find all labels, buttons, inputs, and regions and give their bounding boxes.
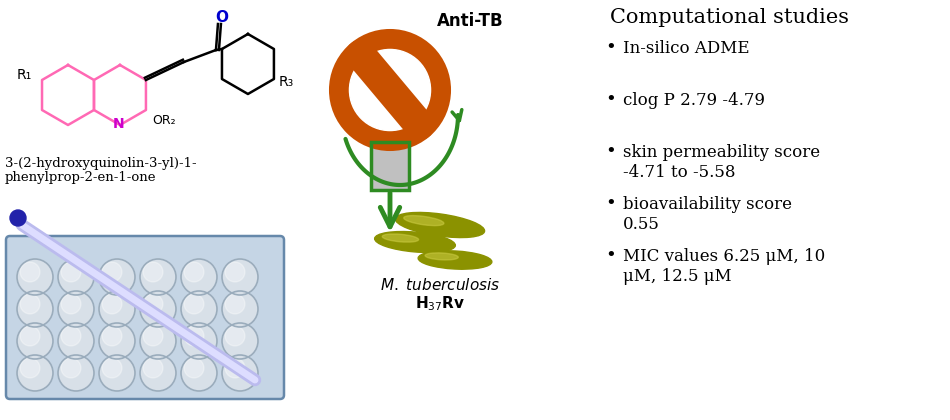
Circle shape (61, 294, 81, 314)
Text: bioavailability score
0.55: bioavailability score 0.55 (623, 196, 792, 233)
Circle shape (184, 294, 204, 314)
Circle shape (140, 323, 176, 359)
Circle shape (20, 262, 40, 282)
Circle shape (58, 259, 94, 295)
Circle shape (58, 355, 94, 391)
Ellipse shape (374, 231, 455, 252)
Circle shape (181, 323, 217, 359)
Text: O: O (216, 10, 228, 24)
Bar (371, 142, 409, 190)
Circle shape (102, 358, 122, 378)
Text: H$_{37}$Rv: H$_{37}$Rv (415, 294, 466, 313)
Circle shape (184, 262, 204, 282)
Text: •: • (605, 246, 616, 264)
Text: OR₂: OR₂ (152, 115, 176, 128)
Circle shape (61, 262, 81, 282)
Circle shape (222, 259, 258, 295)
Circle shape (61, 358, 81, 378)
Circle shape (102, 294, 122, 314)
Text: •: • (605, 90, 616, 108)
Circle shape (20, 326, 40, 346)
Circle shape (99, 259, 135, 295)
Circle shape (222, 323, 258, 359)
Ellipse shape (395, 213, 484, 238)
Circle shape (181, 355, 217, 391)
Text: In-silico ADME: In-silico ADME (623, 40, 750, 57)
Circle shape (225, 358, 245, 378)
Text: Anti-TB: Anti-TB (437, 12, 504, 30)
Circle shape (143, 326, 162, 346)
Circle shape (225, 262, 245, 282)
Circle shape (17, 291, 53, 327)
Circle shape (102, 262, 122, 282)
Circle shape (20, 358, 40, 378)
Circle shape (58, 291, 94, 327)
Ellipse shape (404, 215, 444, 226)
Circle shape (181, 259, 217, 295)
Circle shape (99, 291, 135, 327)
Text: skin permeability score
-4.71 to -5.58: skin permeability score -4.71 to -5.58 (623, 144, 820, 181)
Circle shape (102, 326, 122, 346)
Circle shape (17, 259, 53, 295)
Text: N: N (113, 117, 124, 131)
Circle shape (140, 355, 176, 391)
Text: $\mathit{M.\ tuberculosis}$: $\mathit{M.\ tuberculosis}$ (380, 277, 500, 293)
Circle shape (184, 358, 204, 378)
Circle shape (99, 323, 135, 359)
Text: •: • (605, 142, 616, 160)
Ellipse shape (382, 234, 419, 242)
Circle shape (222, 291, 258, 327)
Ellipse shape (418, 251, 492, 269)
Circle shape (99, 355, 135, 391)
Circle shape (222, 355, 258, 391)
Text: R₁: R₁ (17, 68, 32, 82)
Circle shape (350, 50, 430, 131)
Circle shape (143, 358, 162, 378)
FancyBboxPatch shape (6, 236, 284, 399)
Circle shape (20, 294, 40, 314)
Circle shape (143, 262, 162, 282)
Text: Computational studies: Computational studies (610, 8, 849, 27)
Circle shape (225, 326, 245, 346)
Circle shape (61, 326, 81, 346)
Circle shape (184, 326, 204, 346)
Circle shape (140, 291, 176, 327)
Circle shape (58, 323, 94, 359)
Circle shape (143, 294, 162, 314)
Text: R₃: R₃ (279, 75, 294, 89)
Text: clog P 2.79 -4.79: clog P 2.79 -4.79 (623, 92, 765, 109)
Text: •: • (605, 194, 616, 212)
Circle shape (225, 294, 245, 314)
Text: phenylprop-2-en-1-one: phenylprop-2-en-1-one (5, 171, 157, 184)
Text: 3-(2-hydroxyquinolin-3-yl)-1-: 3-(2-hydroxyquinolin-3-yl)-1- (5, 157, 197, 170)
Circle shape (338, 38, 442, 142)
Ellipse shape (426, 253, 458, 260)
Circle shape (17, 355, 53, 391)
Circle shape (181, 291, 217, 327)
Circle shape (10, 210, 26, 226)
Text: •: • (605, 38, 616, 56)
Circle shape (140, 259, 176, 295)
Text: MIC values 6.25 μM, 10
μM, 12.5 μM: MIC values 6.25 μM, 10 μM, 12.5 μM (623, 248, 826, 285)
Bar (371, 142, 409, 190)
Circle shape (17, 323, 53, 359)
